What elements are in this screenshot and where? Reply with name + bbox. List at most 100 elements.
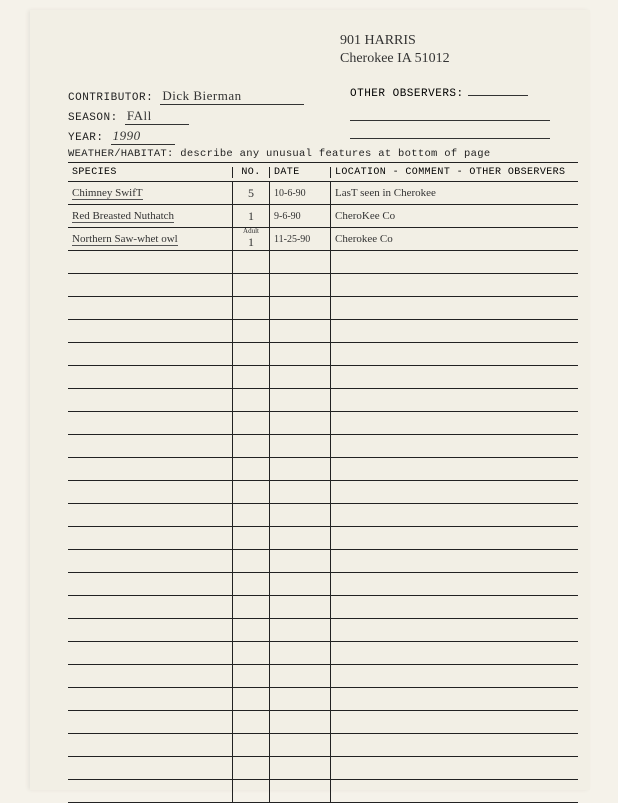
year-value: 1990 [111,128,175,145]
empty-cell [68,573,233,595]
empty-cell [270,665,331,687]
empty-cell [68,389,233,411]
empty-cell [270,297,331,319]
address-line-2: Cherokee IA 51012 [340,50,450,68]
empty-cell [331,389,578,411]
empty-cell [233,458,270,480]
empty-cell [68,297,233,319]
table-row [68,412,578,435]
empty-cell [68,619,233,641]
empty-cell [270,481,331,503]
empty-cell [270,550,331,572]
empty-cell [270,458,331,480]
table-row [68,596,578,619]
contributor-row: CONTRIBUTOR: Dick Bierman [68,88,304,105]
table-row [68,734,578,757]
cell-no: Adult1 [233,228,270,250]
empty-cell [270,642,331,664]
season-label: SEASON: [68,112,118,124]
empty-cell [331,343,578,365]
cell-date: 9-6-90 [270,205,331,227]
empty-cell [233,435,270,457]
empty-cell [68,504,233,526]
empty-cell [233,251,270,273]
empty-cell [233,734,270,756]
table-row [68,642,578,665]
table-row [68,527,578,550]
table-row [68,251,578,274]
table-row [68,711,578,734]
empty-cell [331,665,578,687]
empty-cell [68,711,233,733]
empty-cell [233,504,270,526]
table-row: Northern Saw-whet owlAdult111-25-90Chero… [68,228,578,251]
cell-species: Red Breasted Nuthatch [68,205,233,227]
empty-cell [233,320,270,342]
table-row: Red Breasted Nuthatch19-6-90CheroKee Co [68,205,578,228]
observer-blank-1 [468,95,528,96]
weather-habitat-label: WEATHER/HABITAT: describe any unusual fe… [68,148,490,160]
year-row: YEAR: 1990 [68,128,175,145]
empty-cell [270,711,331,733]
empty-cell [331,481,578,503]
empty-cell [270,688,331,710]
empty-cell [331,297,578,319]
table-row [68,274,578,297]
table-row: Chimney SwifT510-6-90LasT seen in Cherok… [68,182,578,205]
empty-cell [270,389,331,411]
table-row [68,757,578,780]
empty-cell [270,780,331,802]
empty-cell [68,320,233,342]
cell-location: Cherokee Co [331,228,578,250]
empty-cell [68,688,233,710]
empty-cell [270,366,331,388]
empty-cell [270,343,331,365]
empty-cell [331,573,578,595]
table-row [68,481,578,504]
table-row [68,389,578,412]
observer-blank-2 [350,120,550,121]
empty-cell [68,642,233,664]
table-row [68,573,578,596]
empty-cell [68,435,233,457]
empty-cell [331,780,578,802]
empty-cell [233,343,270,365]
empty-cell [68,665,233,687]
empty-cell [233,642,270,664]
empty-cell [68,412,233,434]
table-row [68,550,578,573]
table-row [68,504,578,527]
empty-cell [68,596,233,618]
return-address: 901 HARRIS Cherokee IA 51012 [340,32,450,68]
table-row [68,366,578,389]
empty-cell [331,757,578,779]
empty-cell [331,596,578,618]
col-header-species: SPECIES [68,167,233,178]
empty-cell [270,435,331,457]
empty-cell [233,665,270,687]
empty-cell [331,412,578,434]
contributor-label: CONTRIBUTOR: [68,92,153,104]
empty-cell [331,366,578,388]
col-header-no: NO. [233,167,270,178]
col-header-date: DATE [270,167,331,178]
empty-cell [270,504,331,526]
table-row [68,320,578,343]
cell-no: 5 [233,182,270,204]
table-row [68,688,578,711]
empty-cell [270,412,331,434]
empty-cell [68,527,233,549]
empty-cell [331,527,578,549]
year-label: YEAR: [68,132,104,144]
empty-cell [270,619,331,641]
table-row [68,458,578,481]
contributor-value: Dick Bierman [160,88,304,105]
cell-date: 11-25-90 [270,228,331,250]
empty-cell [68,251,233,273]
empty-cell [270,274,331,296]
empty-cell [331,274,578,296]
empty-cell [68,734,233,756]
other-observers-label: OTHER OBSERVERS: [350,88,464,100]
empty-cell [233,412,270,434]
table-row [68,297,578,320]
